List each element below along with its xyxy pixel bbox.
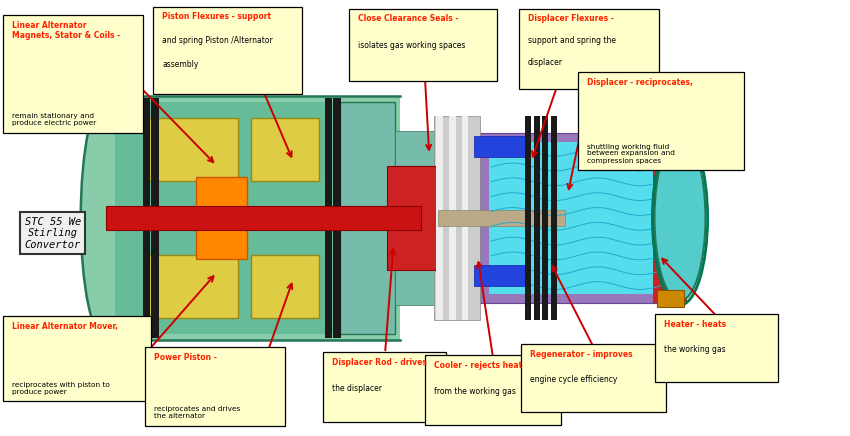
Text: isolates gas working spaces: isolates gas working spaces (358, 41, 465, 51)
Text: and spring Piston /Alternator: and spring Piston /Alternator (162, 36, 273, 45)
FancyBboxPatch shape (153, 7, 302, 94)
Text: Displacer Flexures -: Displacer Flexures - (528, 14, 614, 24)
Text: Displacer Rod - drives: Displacer Rod - drives (332, 358, 428, 367)
Text: engine cycle efficiency: engine cycle efficiency (530, 375, 618, 385)
FancyBboxPatch shape (3, 15, 143, 133)
Bar (196, 177, 246, 214)
Bar (462, 116, 468, 320)
Bar (106, 96, 400, 340)
Bar (395, 131, 446, 305)
Text: reciprocates and drives
the alternator: reciprocates and drives the alternator (154, 406, 240, 419)
Text: assembly: assembly (162, 60, 199, 68)
Bar (542, 116, 548, 320)
Bar (657, 290, 684, 307)
Bar (333, 98, 341, 338)
Bar (489, 142, 672, 294)
Bar (340, 102, 395, 334)
Bar (115, 102, 391, 334)
Bar (474, 136, 530, 157)
Bar (525, 116, 531, 320)
Bar (149, 118, 238, 181)
Ellipse shape (654, 135, 706, 301)
Text: Piston Flexures - support: Piston Flexures - support (162, 12, 271, 21)
Text: support and spring the: support and spring the (528, 36, 616, 45)
FancyBboxPatch shape (578, 72, 744, 170)
Bar (151, 98, 159, 338)
Bar (474, 265, 530, 286)
Bar (438, 210, 565, 226)
Bar (480, 133, 680, 303)
Text: Cooler - rejects heat: Cooler - rejects heat (434, 361, 523, 370)
FancyBboxPatch shape (654, 314, 778, 382)
Bar (551, 116, 557, 320)
Bar (436, 116, 443, 320)
Text: displacer: displacer (528, 58, 563, 67)
Bar (143, 98, 150, 338)
Bar (251, 255, 319, 318)
Text: Heater - heats: Heater - heats (664, 320, 726, 329)
Bar (653, 133, 687, 303)
FancyBboxPatch shape (323, 352, 446, 422)
Text: Linear Alternator Mover,: Linear Alternator Mover, (12, 322, 118, 331)
Text: shuttling working fluid
between expansion and
compression spaces: shuttling working fluid between expansio… (587, 143, 675, 164)
Text: remain stationary and
produce electric power: remain stationary and produce electric p… (12, 113, 96, 126)
Bar (534, 116, 540, 320)
Text: Linear Alternator
Magnets, Stator & Coils -: Linear Alternator Magnets, Stator & Coil… (12, 21, 120, 40)
Bar (196, 222, 246, 259)
Bar (449, 116, 456, 320)
FancyBboxPatch shape (144, 347, 285, 426)
FancyBboxPatch shape (348, 9, 497, 81)
Bar (434, 116, 480, 320)
Text: Close Clearance Seals -: Close Clearance Seals - (358, 14, 458, 24)
Bar (657, 129, 684, 146)
Bar (325, 98, 332, 338)
FancyBboxPatch shape (3, 316, 151, 401)
Text: STC 55 We
Stirling
Convertor: STC 55 We Stirling Convertor (25, 217, 81, 250)
Ellipse shape (81, 96, 132, 340)
FancyBboxPatch shape (425, 355, 561, 425)
Bar (387, 166, 438, 270)
Bar (251, 118, 319, 181)
Text: from the working gas: from the working gas (434, 387, 516, 396)
Bar (149, 255, 238, 318)
Text: Displacer - reciprocates,: Displacer - reciprocates, (587, 78, 694, 87)
FancyBboxPatch shape (518, 9, 659, 89)
FancyBboxPatch shape (521, 344, 666, 412)
Text: the working gas: the working gas (664, 345, 725, 354)
Text: Power Piston -: Power Piston - (154, 353, 217, 362)
Bar (106, 206, 421, 230)
Text: the displacer: the displacer (332, 384, 382, 393)
Text: Regenerator - improves: Regenerator - improves (530, 350, 633, 359)
Text: reciprocates with piston to
produce power: reciprocates with piston to produce powe… (12, 382, 110, 395)
